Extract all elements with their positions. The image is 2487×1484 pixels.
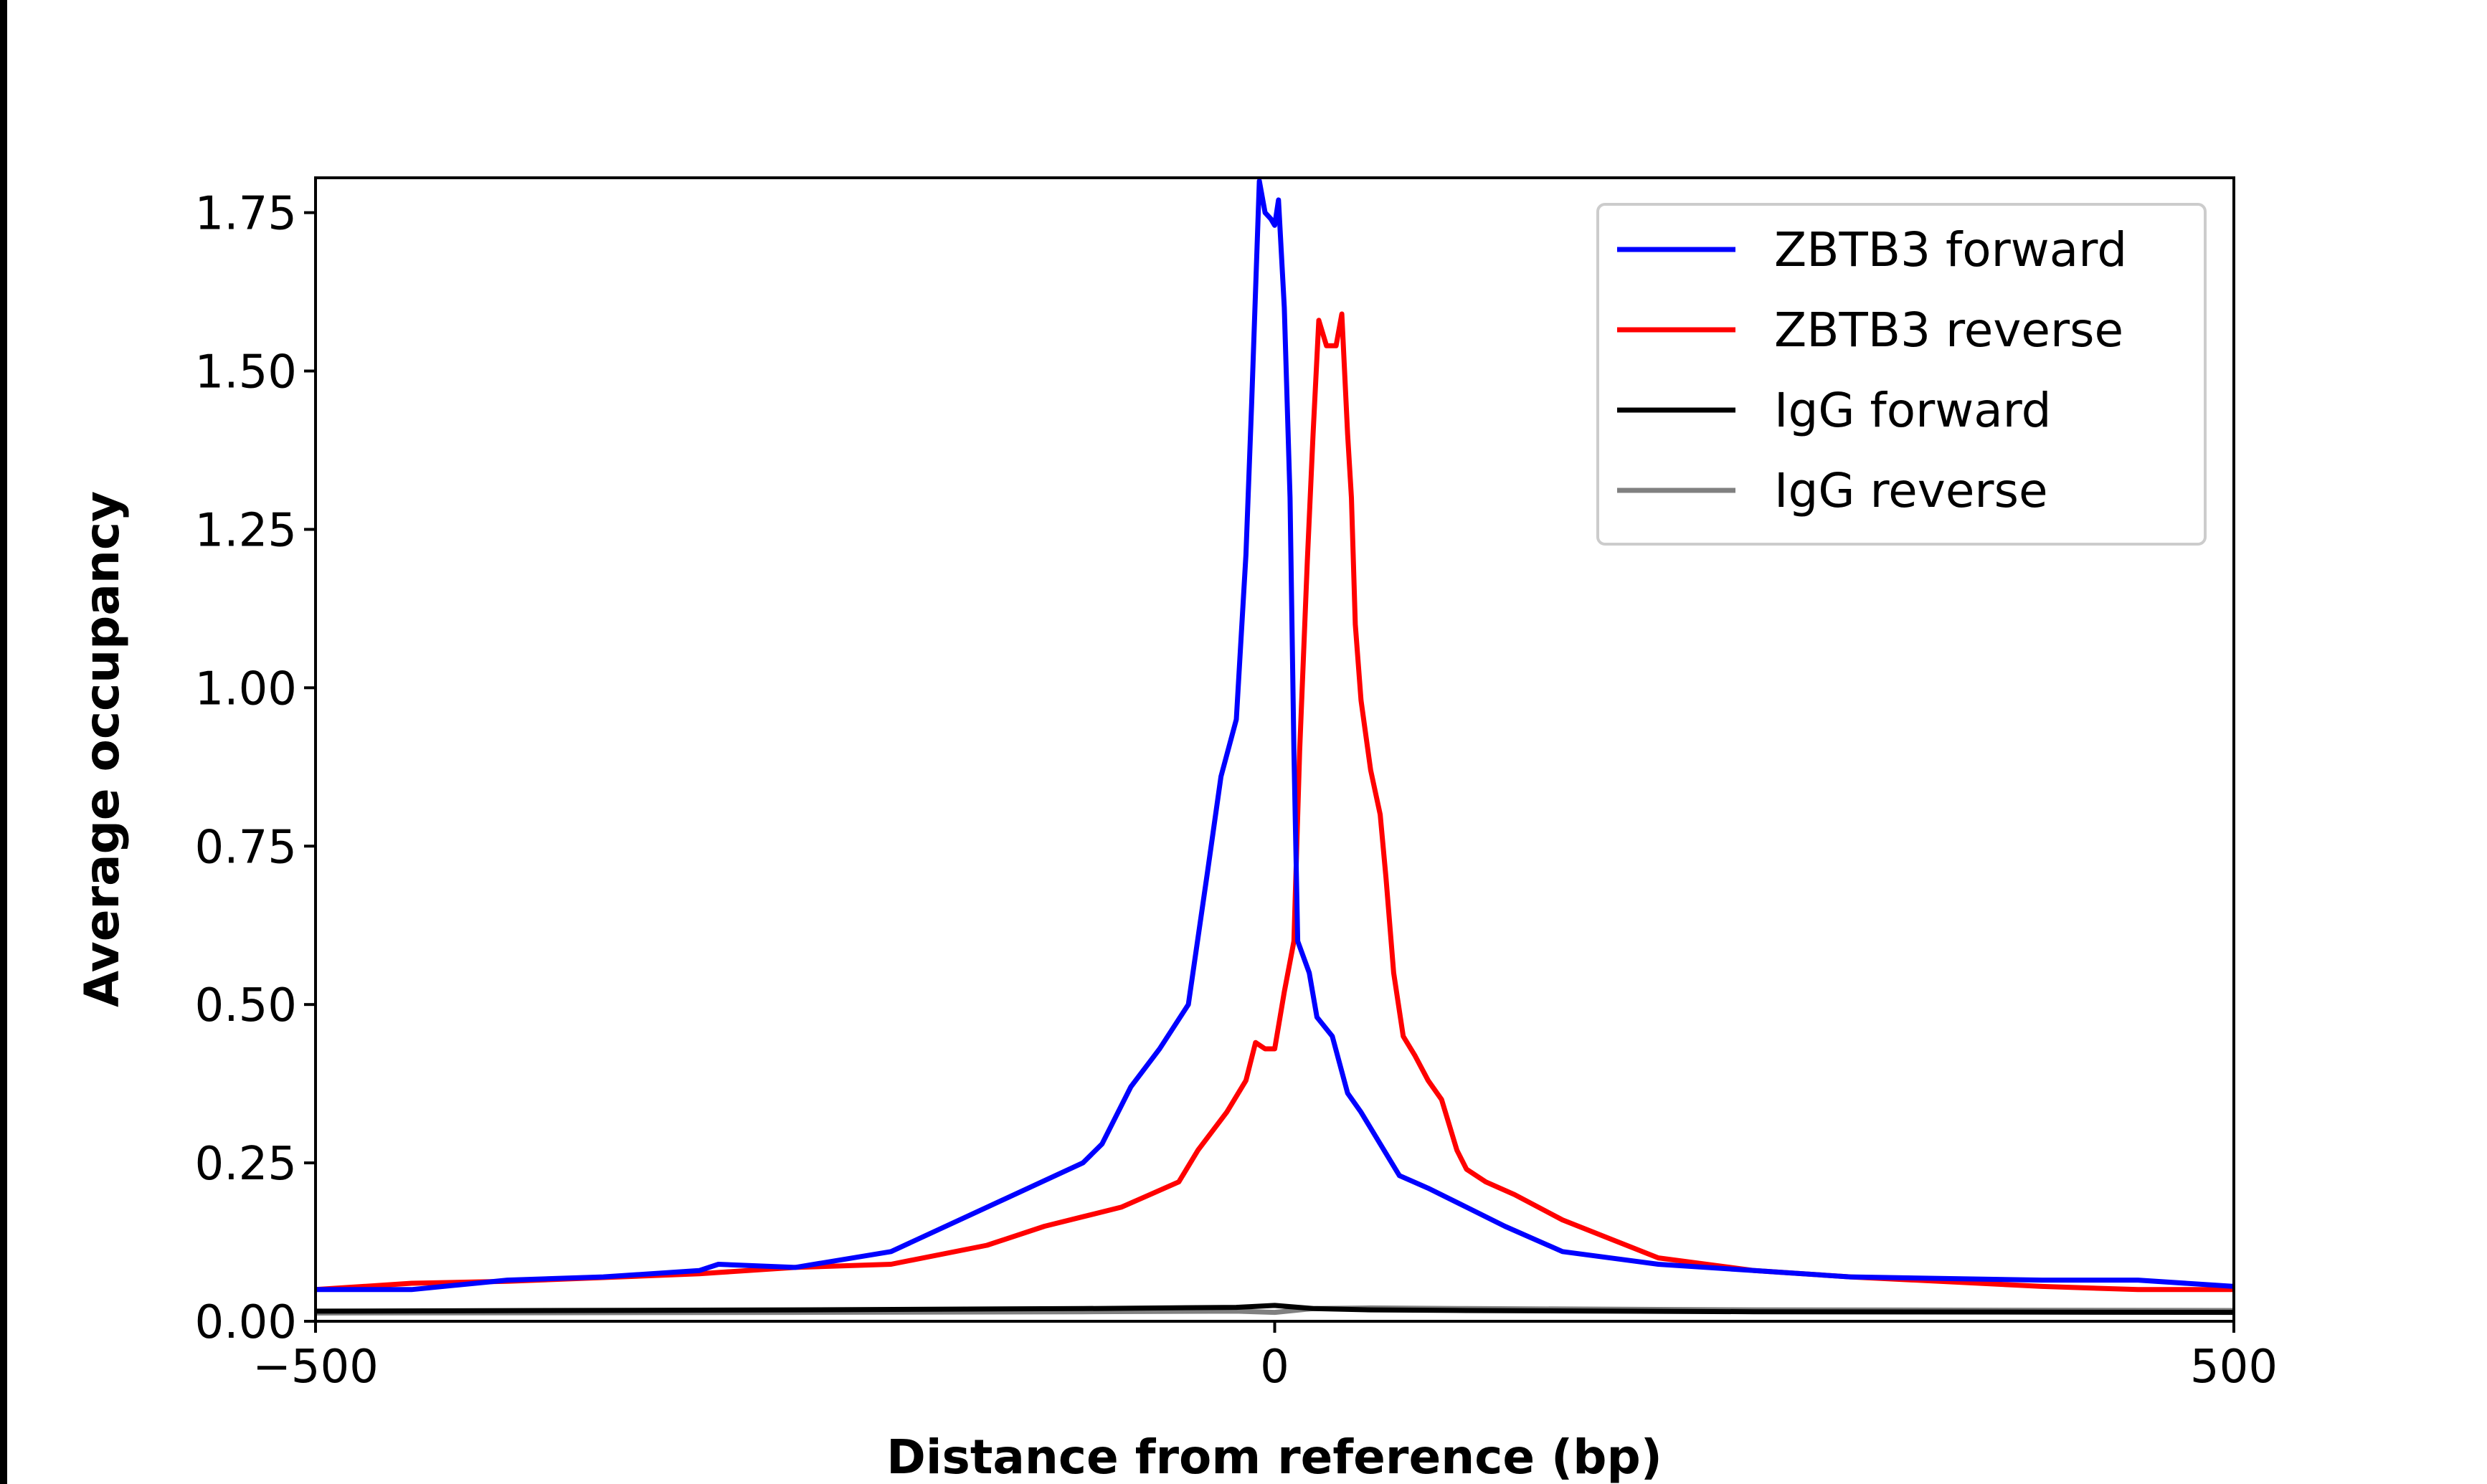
legend-entry: IgG reverse [1774, 463, 2048, 518]
x-axis-label: Distance from reference (bp) [886, 1430, 1662, 1484]
legend-box [1596, 203, 2207, 546]
legend-entry: ZBTB3 forward [1774, 222, 2127, 277]
x-tick-label: 500 [2190, 1341, 2278, 1394]
y-tick-label: 1.75 [195, 188, 298, 241]
y-tick-label: 0.50 [195, 979, 298, 1032]
y-tick-label: 1.00 [195, 662, 298, 715]
y-tick-label: 0.25 [195, 1138, 298, 1191]
x-tick-label: −500 [252, 1341, 379, 1394]
series-line-zbtb3-reverse [315, 311, 2234, 1293]
legend: ZBTB3 forward ZBTB3 reverse IgG forward IgG… [1596, 203, 2207, 546]
legend-entry: IgG forward [1774, 383, 2052, 438]
y-tick-label: 1.25 [195, 504, 298, 557]
series-lines [315, 178, 2235, 1316]
y-tick-label: 1.50 [195, 346, 298, 399]
axis-ticks: −500 0 500 0.00 0.25 0.50 0.75 1.00 1.25 1.50 1.75 [195, 188, 2278, 1394]
y-tick-label: 0.75 [195, 821, 298, 874]
y-tick-label: 0.00 [195, 1296, 298, 1349]
series-line-igg-forward [315, 1303, 2235, 1316]
y-axis-label: Average occupancy [75, 491, 130, 1007]
left-border [0, 0, 7, 1484]
series-line-zbtb3-forward [316, 178, 2235, 1293]
legend-entry: ZBTB3 reverse [1774, 303, 2123, 358]
x-tick-label: 0 [1260, 1341, 1289, 1394]
